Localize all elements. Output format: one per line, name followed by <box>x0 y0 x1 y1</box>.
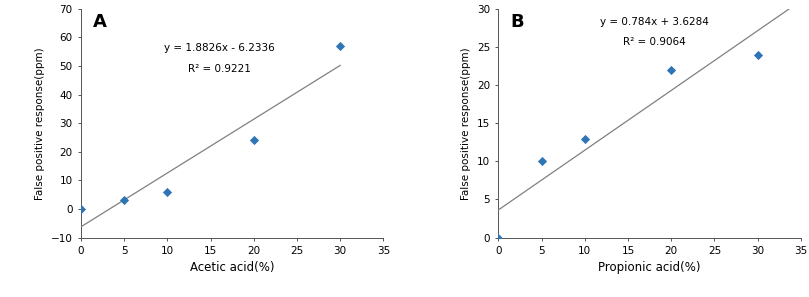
Text: A: A <box>93 13 107 31</box>
Point <box>665 67 678 72</box>
Point <box>752 52 765 57</box>
Y-axis label: False positive response(ppm): False positive response(ppm) <box>35 47 45 200</box>
Point <box>535 159 548 164</box>
X-axis label: Acetic acid(%): Acetic acid(%) <box>190 261 274 274</box>
Text: y = 0.784x + 3.6284: y = 0.784x + 3.6284 <box>599 17 709 26</box>
Text: R² = 0.9221: R² = 0.9221 <box>188 64 251 74</box>
Point <box>334 44 347 48</box>
X-axis label: Propionic acid(%): Propionic acid(%) <box>599 261 701 274</box>
Point <box>117 198 130 203</box>
Text: y = 1.8826x - 6.2336: y = 1.8826x - 6.2336 <box>163 43 274 53</box>
Point <box>161 189 174 194</box>
Text: B: B <box>510 13 524 31</box>
Point <box>578 136 591 141</box>
Point <box>492 235 505 240</box>
Point <box>74 207 87 211</box>
Text: R² = 0.9064: R² = 0.9064 <box>623 37 685 47</box>
Y-axis label: False positive response(ppm): False positive response(ppm) <box>461 47 472 200</box>
Point <box>248 138 260 143</box>
